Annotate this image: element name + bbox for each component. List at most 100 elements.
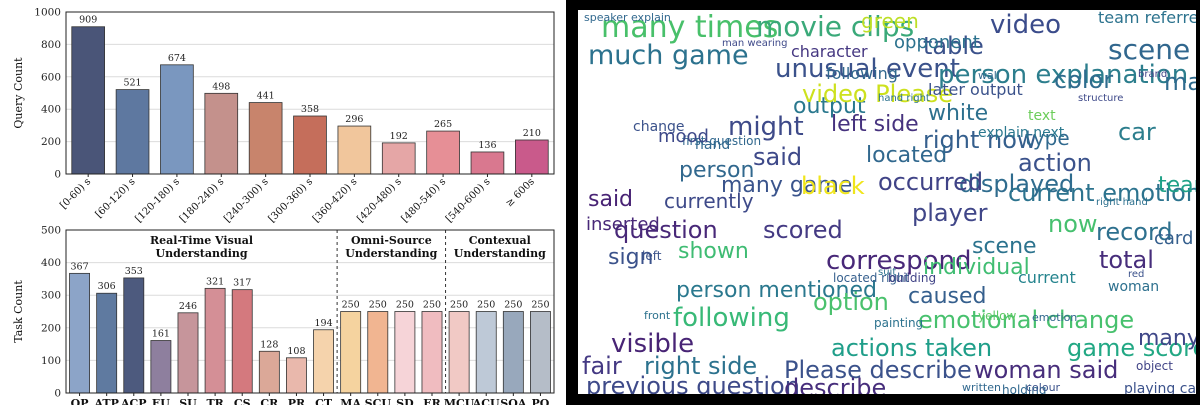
wordcloud-word: currently — [664, 189, 754, 213]
y-axis-title: Query Count — [12, 57, 25, 129]
wordcloud-panel: many times movie clips video scene much game… — [566, 0, 1200, 405]
bar — [367, 311, 389, 394]
data-label: 498 — [212, 81, 230, 92]
bar — [470, 151, 505, 175]
x-tick-label: [300-360) s — [267, 176, 316, 225]
wordcloud-word: person mentioned — [676, 278, 877, 303]
wordcloud-word: actions taken — [831, 334, 993, 362]
query-count-chart: 0 200 400 600 800 1000 909 [0-60) s 521 [60-120) … — [12, 7, 555, 225]
x-tick-label: [120-180) s — [133, 176, 182, 225]
x-tick-label: ACU — [472, 397, 500, 405]
y-tick-label: 800 — [41, 39, 61, 51]
wordcloud-word: unusual event — [775, 54, 960, 84]
wordcloud-word: located — [866, 143, 948, 168]
wordcloud-word: explain next — [978, 125, 1065, 141]
x-tick-label: SD — [396, 397, 414, 405]
group-title: Omni-Source Understanding — [345, 234, 437, 260]
wordcloud-word: black — [801, 172, 865, 200]
wordcloud-word: individual — [923, 255, 1030, 280]
x-tick-label: ATP — [93, 397, 118, 405]
x-tick-label: [480-540) s — [400, 176, 449, 225]
wordcloud-word: colour — [1026, 381, 1061, 394]
bar — [475, 311, 497, 394]
wordcloud-word: current — [1018, 268, 1076, 287]
data-label: 250 — [477, 300, 495, 311]
wordcloud-word: type — [1025, 126, 1070, 150]
bar — [381, 142, 416, 175]
wordcloud-word: red — [1128, 269, 1145, 280]
data-label: 210 — [523, 128, 541, 139]
wordcloud-word: playing card — [1124, 381, 1196, 394]
x-tick-label: OP — [71, 397, 89, 405]
data-label: 296 — [345, 114, 363, 125]
bar — [530, 311, 551, 394]
bar — [286, 357, 307, 394]
wordcloud-word: holding — [1002, 383, 1047, 394]
y-tick-label: 400 — [41, 257, 61, 269]
x-tick-label: CS — [234, 397, 251, 405]
wordcloud-word: occurred — [878, 168, 984, 196]
x-tick-label: [360-420) s — [311, 176, 360, 225]
y-tick-label: 500 — [41, 225, 61, 237]
wordcloud-word: right hand — [1096, 197, 1148, 208]
wordcloud-word: team referred — [1098, 10, 1196, 27]
wordcloud-word: opponent — [894, 32, 980, 53]
y-tick-label: 200 — [41, 322, 61, 334]
bar — [160, 64, 194, 175]
data-label: 250 — [504, 300, 522, 311]
wordcloud-word: building — [888, 271, 937, 285]
wordcloud-word: located right — [833, 271, 910, 285]
y-axis-title: Task Count — [12, 280, 25, 343]
wordcloud-word: mood — [658, 126, 709, 147]
x-tick-label: ACP — [120, 397, 147, 405]
wordcloud-word: left — [642, 249, 662, 263]
y-tick-label: 200 — [41, 136, 61, 148]
wordcloud-word: many times — [601, 10, 779, 45]
data-label: 250 — [423, 300, 441, 311]
data-label: 194 — [314, 318, 332, 329]
wordcloud-word: structure — [1078, 93, 1124, 104]
data-label: 674 — [168, 53, 186, 64]
bar — [177, 312, 199, 394]
x-tick-label: TR — [206, 397, 224, 405]
wordcloud-word: green — [861, 10, 919, 33]
wordcloud-word: said — [753, 143, 803, 171]
bar — [448, 311, 470, 394]
y-tick-label: 0 — [54, 388, 61, 400]
wordcloud-word: person — [679, 158, 755, 183]
wordcloud-word: said — [588, 187, 634, 212]
y-tick-label: 1000 — [34, 7, 61, 19]
wordcloud-word: first question — [682, 134, 762, 148]
wordcloud-word: text — [1028, 108, 1056, 124]
group-title: Contexual Understanding — [454, 234, 546, 260]
group-title-line: Understanding — [454, 247, 546, 260]
data-label: 250 — [450, 300, 468, 311]
x-tick-label: SCU — [365, 397, 392, 405]
data-label: 161 — [152, 329, 170, 340]
wordcloud-word: wall — [978, 69, 1000, 82]
wordcloud-word: current emotion — [1008, 179, 1196, 207]
wordcloud-word: suit — [878, 267, 897, 278]
data-label: 192 — [390, 131, 408, 142]
wordcloud-word: brand — [1138, 69, 1168, 80]
wordcloud-word: hand — [695, 137, 731, 153]
wordcloud-word: action — [1018, 149, 1092, 177]
bar — [248, 102, 283, 175]
wordcloud-word: man wearing — [722, 38, 788, 49]
bar — [313, 329, 334, 394]
data-label: 250 — [369, 300, 387, 311]
bar — [123, 277, 145, 394]
y-tick-label: 100 — [41, 355, 61, 367]
x-tick-label: EU — [152, 397, 170, 405]
y-tick-label: 600 — [41, 71, 61, 83]
wordcloud-word: displayed — [959, 170, 1075, 198]
wordcloud-word: correspond — [826, 246, 972, 276]
wordcloud-word: object — [1136, 359, 1173, 373]
wordcloud-word: table — [923, 32, 984, 60]
wordcloud-word: person explanation — [938, 60, 1189, 90]
wordcloud-word: right side — [644, 352, 758, 380]
wordcloud-word: following — [826, 64, 898, 83]
bar — [293, 115, 327, 175]
bar — [204, 92, 239, 175]
